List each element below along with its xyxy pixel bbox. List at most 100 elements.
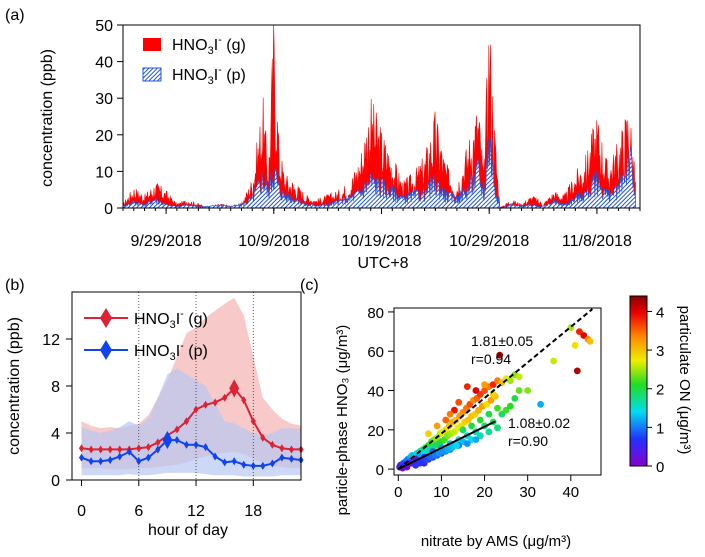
b-point	[145, 443, 151, 452]
b-ytick-label: 12	[42, 332, 60, 349]
legend-swatch-gas	[143, 38, 161, 51]
c-point	[472, 436, 480, 443]
c-point	[463, 383, 471, 390]
b-xtick-label: 12	[187, 503, 205, 520]
b-point	[145, 453, 151, 462]
c-point	[485, 428, 493, 436]
c-point	[455, 398, 463, 406]
a-ytick-label: 10	[95, 164, 113, 181]
b-point	[107, 445, 113, 454]
a-ytick-label: 30	[95, 91, 113, 108]
b-point	[98, 445, 104, 454]
b-point	[260, 433, 266, 442]
b-point	[174, 425, 180, 434]
c-point	[576, 328, 583, 335]
c-point	[537, 400, 544, 408]
c-point	[425, 430, 432, 438]
legend-marker-particle	[100, 340, 112, 360]
a-ytick-label: 20	[95, 128, 113, 145]
panel-c-xlabel: nitrate by AMS (μg/m³)	[421, 533, 571, 550]
c-point	[451, 406, 458, 414]
b-point	[241, 460, 247, 469]
colorbar-tick-label: 1	[656, 420, 664, 437]
b-point	[155, 445, 161, 454]
b-ytick-label: 0	[51, 473, 60, 490]
b-point	[202, 443, 209, 452]
b-point	[229, 379, 240, 398]
c-point	[483, 400, 491, 408]
panel-a-ylabel: concentration (ppb)	[39, 49, 56, 187]
c-ytick-label: 80	[367, 305, 384, 322]
b-point	[174, 436, 180, 445]
panel-label-b: (b)	[5, 277, 25, 294]
c-ytick-label: 60	[367, 344, 384, 361]
c-point	[489, 381, 497, 388]
panel-label-a: (a)	[5, 7, 25, 24]
b-point	[269, 440, 275, 449]
c-point	[481, 381, 488, 388]
b-point	[241, 396, 247, 405]
colorbar-tick-label: 0	[656, 459, 664, 476]
b-point	[98, 457, 104, 466]
c-point	[507, 377, 514, 385]
b-point	[212, 452, 218, 461]
b-point	[212, 398, 218, 407]
legend-swatch-particle	[142, 67, 162, 82]
c-point	[494, 424, 501, 432]
b-point	[88, 445, 94, 454]
b-point	[183, 417, 190, 426]
panel-a-xlabel: UTC+8	[357, 255, 408, 272]
colorbar	[629, 295, 648, 467]
panel-a-time-series: 0 10 20 30 40 50 9/29/2018 10/9/2018 10/19/2018…	[39, 18, 641, 272]
fit-1-r: r=0.94	[471, 351, 511, 367]
b-xtick-label: 6	[134, 503, 143, 520]
c-point	[476, 432, 484, 440]
legend-b-label-particle: HNO3I- (p)	[134, 340, 208, 363]
fit-2-r: r=0.90	[508, 433, 548, 449]
c-point	[463, 440, 471, 447]
c-point	[416, 459, 424, 467]
c-point	[476, 391, 484, 398]
b-point	[183, 440, 190, 449]
a-xtick-label: 10/9/2018	[238, 233, 309, 250]
c-ytick-label: 0	[376, 462, 384, 479]
panel-c-ylabel: particle-phase HNO₃ (μg/m³)	[334, 325, 351, 516]
b-point	[193, 405, 199, 414]
b-point	[136, 444, 142, 453]
c-xtick-label: 30	[519, 484, 536, 501]
panel-b-ylabel: concentration (ppb)	[6, 317, 23, 455]
legend-b-label-gas: HNO3I- (g)	[134, 308, 208, 331]
legend-label-gas: HNO3I- (g)	[172, 34, 246, 57]
c-point	[472, 387, 480, 394]
c-point	[496, 351, 504, 359]
b-point	[155, 438, 161, 447]
b-ytick-label: 8	[51, 379, 60, 396]
b-point	[117, 445, 123, 454]
panel-b-xlabel: hour of day	[148, 522, 228, 539]
c-point	[481, 387, 488, 394]
c-point	[507, 402, 514, 410]
c-point	[502, 406, 510, 414]
c-point	[459, 426, 467, 434]
c-ytick-label: 40	[367, 384, 384, 401]
panel-b-legend: HNO3I- (g) HNO3I- (p)	[84, 308, 208, 363]
panel-a-legend: HNO3I- (g) HNO3I- (p)	[142, 34, 246, 87]
fit-1-slope: 1.81±0.05	[471, 333, 533, 349]
b-point	[202, 400, 209, 409]
a-series-area	[123, 136, 636, 208]
c-point	[476, 416, 484, 424]
b-point	[107, 456, 113, 465]
c-point	[586, 338, 594, 345]
b-point	[288, 454, 295, 463]
b-xtick-label: 18	[244, 503, 262, 520]
panel-label-c: (c)	[300, 277, 319, 294]
b-point	[126, 447, 132, 456]
c-point	[571, 341, 579, 349]
a-xtick-label: 10/19/2018	[341, 233, 421, 250]
a-xtick-label: 9/29/2018	[130, 233, 201, 250]
panel-c-frame	[393, 307, 602, 476]
colorbar-tick-label: 4	[656, 304, 664, 321]
c-xtick-label: 0	[394, 484, 402, 501]
